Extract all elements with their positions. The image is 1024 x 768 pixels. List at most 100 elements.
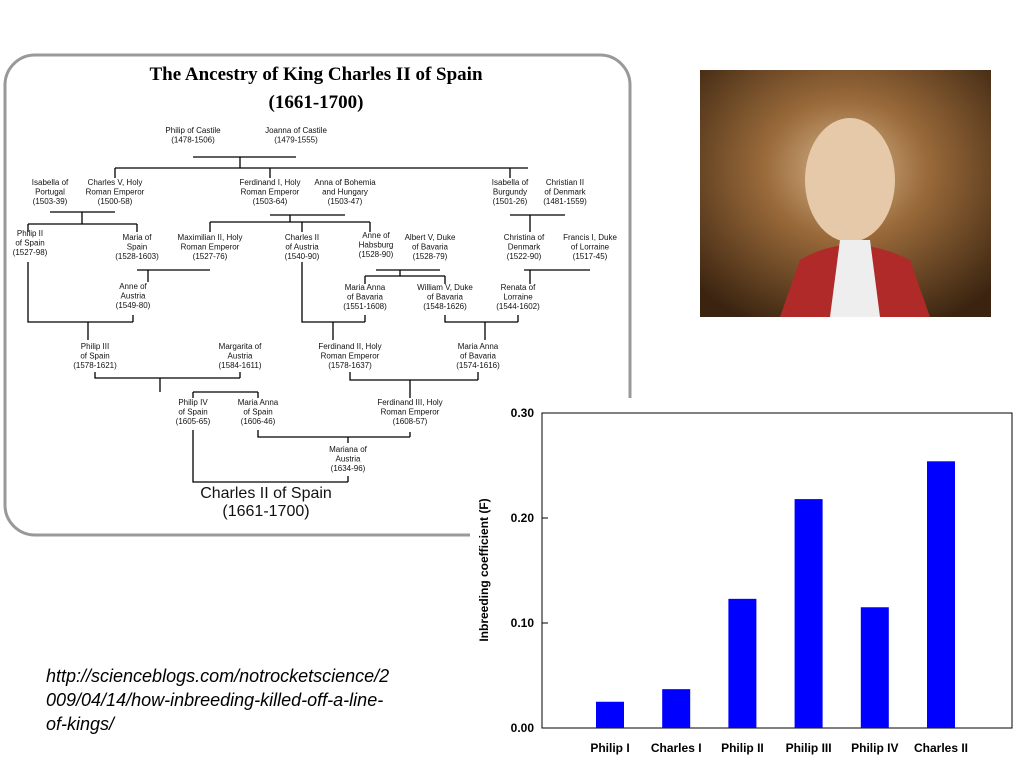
node-line: Christina of [504, 233, 545, 242]
node-line: Albert V, Duke [405, 233, 456, 242]
node-line: Isabella of [32, 178, 69, 187]
x-tick-label: Philip III [786, 741, 832, 755]
node-line: Roman Emperor [321, 352, 380, 361]
node-line: (1584-1611) [219, 361, 262, 370]
tree-node: Philip III of Spain (1578-1621) [73, 342, 117, 370]
node-line: of Bavaria [427, 293, 464, 302]
node-line: Renata of [501, 283, 536, 292]
node-line: (1661-1700) [222, 503, 309, 520]
node-line: Ferdinand I, Holy [240, 178, 301, 187]
node-line: Habsburg [359, 241, 394, 250]
node-line: of Austria [285, 243, 319, 252]
y-tick-label: 0.30 [511, 406, 535, 420]
node-line: (1503-64) [253, 197, 288, 206]
tree-node: Margarita of Austria (1584-1611) [219, 342, 263, 370]
node-line: (1605-65) [176, 417, 211, 426]
tree-node: Joanna of Castile (1479-1555) [265, 126, 327, 145]
node-line: Austria [336, 455, 361, 464]
node-line: (1501-26) [493, 197, 528, 206]
node-line: Spain [127, 243, 147, 252]
node-line: Roman Emperor [86, 188, 145, 197]
node-line: of Spain [80, 352, 109, 361]
node-line: of Spain [178, 408, 207, 417]
node-line: (1549-80) [116, 301, 151, 310]
bar [596, 701, 624, 728]
x-tick-label: Philip II [721, 741, 764, 755]
node-line: William V, Duke [417, 283, 473, 292]
node-line: (1527-98) [13, 248, 48, 257]
tree-node: Charles II of Austria (1540-90) [285, 233, 320, 261]
y-tick-label: 0.00 [511, 721, 535, 735]
node-line: (1517-45) [573, 252, 608, 261]
y-axis-label: Inbreeding coefficient (F) [477, 498, 491, 641]
node-line: (1544-1602) [496, 302, 540, 311]
node-line: Austria [121, 292, 146, 301]
caption: http://scienceblogs.com/notrocketscience… [46, 666, 389, 686]
node-line: Mariana of [329, 445, 368, 454]
tree-node: Isabella of Portugal (1503-39) [32, 178, 69, 206]
tree-node: Ferdinand II, Holy Roman Emperor (1578-163… [318, 342, 381, 370]
x-tick-label: Charles II [914, 741, 968, 755]
x-tick-label: Philip I [590, 741, 629, 755]
plot-frame [541, 412, 1013, 729]
tree-node: Maria Anna of Bavaria (1574-1616) [456, 342, 500, 370]
y-tick-label: 0.20 [511, 511, 535, 525]
tree-node: Charles II of Spain (1661-1700) [200, 485, 332, 520]
tree-node: Mariana of Austria (1634-96) [329, 445, 368, 473]
tree-links [27, 156, 590, 483]
node-line: Philip of Castile [165, 126, 221, 135]
node-line: (1503-47) [328, 197, 363, 206]
tree-node: Philip IV of Spain (1605-65) [176, 398, 211, 426]
bar [794, 499, 823, 728]
node-line: Joanna of Castile [265, 126, 327, 135]
node-line: of Spain [15, 239, 44, 248]
node-line: Isabella of [492, 178, 529, 187]
node-line: Philip IV [178, 398, 208, 407]
tree-node: Christian II of Denmark (1481-1559) [543, 178, 587, 206]
tree-node: Maria of Spain (1528-1603) [115, 233, 159, 261]
tree-node: Anne of Austria (1549-80) [116, 282, 151, 310]
node-line: (1578-1637) [328, 361, 372, 370]
node-line: Charles II of Spain [200, 485, 332, 502]
node-line: (1548-1626) [423, 302, 467, 311]
node-line: (1606-46) [241, 417, 276, 426]
node-line: (1540-90) [285, 252, 320, 261]
x-tick-label: Charles I [651, 741, 702, 755]
node-line: Christian II [546, 178, 584, 187]
tree-node: Albert V, Duke of Bavaria (1528-79) [405, 233, 456, 261]
node-line: Anne of [119, 282, 147, 291]
tree-node: Maria Anna of Spain (1606-46) [238, 398, 279, 426]
tree-title: (1661-1700) [269, 92, 364, 113]
tree-node: Philip II of Spain (1527-98) [13, 229, 48, 257]
node-line: Ferdinand III, Holy [377, 398, 442, 407]
node-line: of Bavaria [412, 243, 449, 252]
node-line: (1528-90) [359, 250, 394, 259]
node-line: Margarita of [219, 342, 262, 351]
node-line: (1500-58) [98, 197, 133, 206]
node-line: Roman Emperor [381, 408, 440, 417]
node-line: Austria [228, 352, 253, 361]
node-line: Maria of [123, 233, 153, 242]
node-line: (1551-1608) [343, 302, 387, 311]
node-line: (1528-1603) [115, 252, 159, 261]
node-line: Denmark [508, 243, 541, 252]
caption: 009/04/14/how-inbreeding-killed-off-a-li… [46, 690, 383, 710]
tree-node: William V, Duke of Bavaria (1548-1626) [417, 283, 473, 311]
tree-node: Maximilian II, Holy Roman Emperor (1527-76… [178, 233, 243, 261]
tree-title: The Ancestry of King Charles II of Spain [149, 64, 482, 85]
node-line: (1481-1559) [543, 197, 587, 206]
tree-node: Christina of Denmark (1522-90) [504, 233, 545, 261]
caption: of-kings/ [46, 714, 116, 734]
node-line: of Bavaria [460, 352, 497, 361]
node-line: of Denmark [544, 188, 586, 197]
node-line: Lorraine [503, 293, 533, 302]
tree-node: Isabella of Burgundy (1501-26) [492, 178, 529, 206]
node-line: (1574-1616) [456, 361, 500, 370]
node-line: Maria Anna [238, 398, 279, 407]
bar [728, 598, 757, 728]
node-line: Anne of [362, 231, 390, 240]
node-line: (1578-1621) [73, 361, 117, 370]
node-line: Burgundy [493, 188, 527, 197]
